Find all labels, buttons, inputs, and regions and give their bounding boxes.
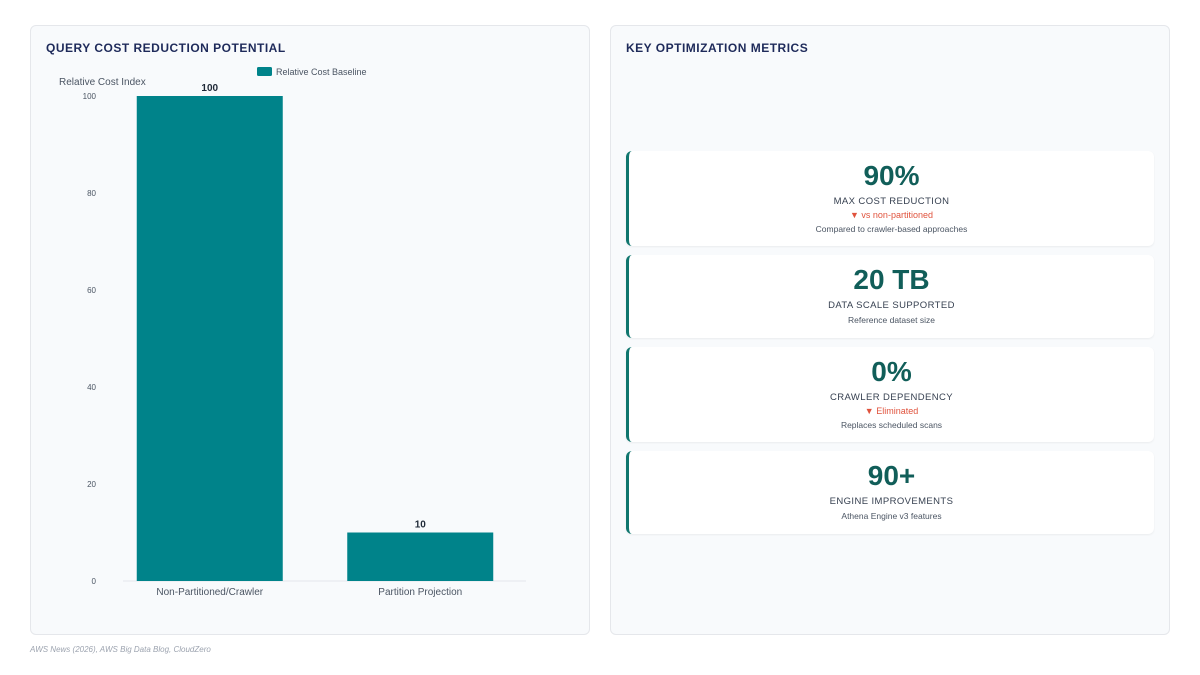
metric-value: 0% [871,356,912,387]
metric-note: Reference dataset size [848,315,935,325]
bar-value-label: 100 [201,83,218,94]
metric-value: 90+ [867,460,916,491]
bar [136,96,283,581]
metric-card-cost-reduction: 90% MAX COST REDUCTION ▼ vs non-partitio… [626,151,1154,246]
metric-label: CRAWLER DEPENDENCY [830,392,953,403]
cost-chart-panel: QUERY COST REDUCTION POTENTIAL Relative … [30,25,590,635]
metric-label: ENGINE IMPROVEMENTS [829,496,954,507]
metric-label: DATA SCALE SUPPORTED [828,300,955,311]
source-citation: AWS News (2026), AWS Big Data Blog, Clou… [30,645,211,654]
x-tick-label: Non-Partitioned/Crawler [156,587,263,598]
legend-swatch [257,67,272,76]
metric-label: MAX COST REDUCTION [833,196,950,207]
y-tick-label: 40 [87,383,96,392]
y-tick-label: 60 [87,286,96,295]
metric-value: 20 TB [853,264,930,295]
metric-note: Replaces scheduled scans [840,420,943,430]
metrics-panel: KEY OPTIMIZATION METRICS 90% MAX COST RE… [610,25,1170,635]
metric-card-crawler-dependency: 0% CRAWLER DEPENDENCY ▼ Eliminated Repla… [626,347,1154,442]
x-tick-label: Partition Projection [378,587,462,598]
metric-value: 90% [863,160,920,191]
metric-change: ▼ Eliminated [864,406,919,416]
metric-card-engine-improvements: 90+ ENGINE IMPROVEMENTS Athena Engine v3… [626,451,1154,534]
legend-label: Relative Cost Baseline [276,67,367,77]
y-tick-label: 100 [83,92,97,101]
metrics-panel-title: KEY OPTIMIZATION METRICS [626,41,809,55]
y-axis-label: Relative Cost Index [59,77,146,88]
y-tick-label: 80 [87,189,96,198]
bar-value-label: 10 [415,520,427,531]
metric-card-data-scale: 20 TB DATA SCALE SUPPORTED Reference dat… [626,255,1154,338]
y-tick-label: 0 [92,577,97,586]
metric-change: ▼ vs non-partitioned [850,210,933,220]
y-tick-label: 20 [87,480,96,489]
bar-chart: Relative Cost Index Relative Cost Baselin… [59,67,526,598]
chart-panel-title: QUERY COST REDUCTION POTENTIAL [46,41,286,55]
metric-note: Compared to crawler-based approaches [815,224,968,234]
bar [347,532,494,581]
metric-note: Athena Engine v3 features [841,511,942,521]
